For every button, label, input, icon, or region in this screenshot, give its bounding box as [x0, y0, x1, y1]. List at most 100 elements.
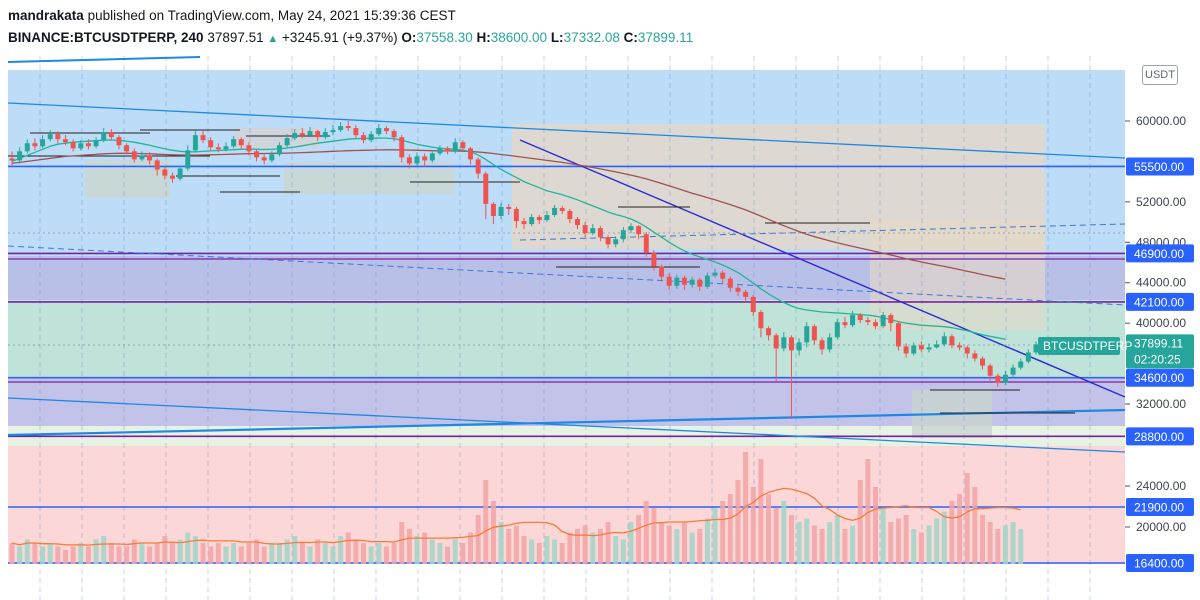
candle-body — [895, 323, 901, 347]
candle-body — [139, 155, 145, 160]
candle-body — [567, 210, 573, 220]
volume-bar — [552, 539, 558, 564]
volume-bar — [460, 543, 466, 564]
volume-bar — [32, 543, 38, 564]
volume-bar — [743, 452, 749, 564]
level-label: 28800.00 — [1134, 430, 1184, 444]
upper-trend-line — [7, 102, 1126, 159]
candle-body — [330, 130, 336, 133]
volume-bar — [918, 532, 924, 564]
level-label-bg — [1126, 292, 1194, 311]
candle-body — [796, 342, 802, 351]
candle-body — [605, 237, 611, 245]
candle-body — [1018, 361, 1024, 368]
price-chart[interactable]: 60000.0052000.0048000.0044000.0040000.00… — [0, 56, 1200, 600]
last-price: 37897.51 — [207, 30, 264, 45]
candle-body — [781, 337, 787, 349]
candle-body — [544, 214, 550, 221]
volume-bar — [177, 539, 183, 564]
volume-bar — [506, 529, 512, 564]
candle-body — [666, 276, 672, 286]
volume-bar — [957, 494, 963, 564]
author-name[interactable]: mandrakata — [8, 8, 84, 23]
volume-bar — [811, 525, 817, 564]
volume-bar — [261, 546, 267, 564]
candle-body — [536, 217, 542, 221]
volume-bar — [131, 539, 137, 564]
candle-body — [383, 128, 389, 132]
volume-bar — [215, 543, 221, 564]
volume-bar — [750, 487, 756, 564]
level-label-bg — [1126, 157, 1194, 176]
publish-info: mandrakata published on TradingView.com,… — [8, 8, 456, 23]
volume-bar — [834, 515, 840, 564]
volume-bar — [315, 539, 321, 564]
volume-bar — [681, 522, 687, 564]
volume-bar — [490, 501, 496, 564]
candle-body — [315, 131, 321, 138]
candle-body — [697, 279, 703, 287]
volume-bar — [361, 543, 367, 564]
candle-body — [735, 287, 741, 292]
level-label-bg — [1126, 244, 1194, 263]
moving-averages — [11, 137, 1021, 546]
volume-bar — [498, 522, 504, 564]
volume-bar — [70, 546, 76, 564]
axis-tick-label: 24000.00 — [1136, 479, 1186, 493]
candle-body — [766, 328, 772, 336]
low-value: 37332.08 — [563, 30, 620, 45]
volume-bar — [980, 515, 985, 564]
volume-bar — [284, 539, 290, 564]
volume-bar — [628, 522, 634, 564]
published-text: published on TradingView.com, May 24, 20… — [87, 8, 456, 23]
volume-bar — [590, 532, 596, 564]
symbol-tag: BTCUSDTPERP — [1043, 339, 1132, 353]
volume-bar — [903, 515, 909, 564]
candle-body — [254, 151, 260, 158]
candle-body — [727, 278, 733, 288]
candle-body — [490, 203, 496, 217]
candle-body — [40, 139, 46, 147]
candle-body — [322, 132, 328, 138]
symbol-ohlc-legend: BINANCE:BTCUSDTPERP, 240 37897.51 ▲ +324… — [8, 30, 693, 45]
candle-body — [1002, 374, 1008, 383]
candle-body — [804, 326, 810, 343]
volume-bar — [689, 532, 695, 564]
volume-bar — [613, 536, 619, 564]
candle-body — [269, 154, 275, 161]
currency-button[interactable]: USDT — [1142, 65, 1178, 85]
candle-body — [506, 206, 512, 209]
candle-body — [773, 335, 779, 349]
candle-body — [972, 353, 978, 359]
volume-bar — [758, 459, 764, 564]
volume-bar — [781, 501, 787, 564]
candle-body — [78, 143, 84, 149]
candle-body — [559, 207, 565, 211]
volume-bar — [422, 532, 428, 564]
volume-bar — [322, 543, 328, 564]
candle-body — [299, 133, 305, 136]
volume-bar — [567, 532, 573, 564]
candle-body — [575, 219, 580, 226]
candle-body — [1010, 367, 1016, 375]
volume-bar — [513, 525, 519, 564]
candle-body — [215, 147, 221, 150]
dashed-channel-line — [519, 223, 1126, 241]
candle-body — [200, 135, 206, 141]
volume-bar — [582, 525, 588, 564]
candle-body — [1033, 344, 1039, 353]
descending-trend-line — [519, 139, 1126, 398]
candle-body — [643, 234, 649, 253]
candle-body — [873, 322, 879, 327]
volume-bar — [406, 529, 412, 564]
volume-bar — [575, 529, 580, 564]
candle-body — [681, 277, 687, 285]
volume-bar — [697, 529, 703, 564]
candle-body — [284, 138, 290, 146]
volume-bar — [934, 518, 940, 564]
volume-bar — [368, 546, 374, 564]
candle-body — [819, 340, 825, 350]
candle-body — [422, 156, 428, 161]
open-value: 37558.30 — [416, 30, 473, 45]
volume-bar — [720, 501, 726, 564]
